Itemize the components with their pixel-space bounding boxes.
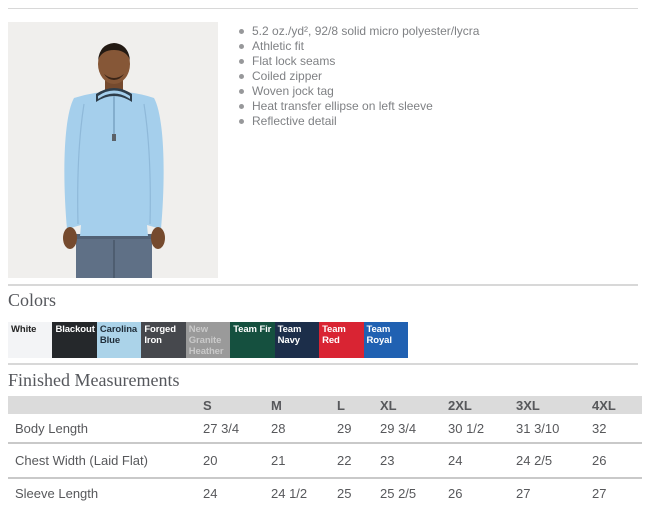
color-swatch-white[interactable]: White (8, 322, 53, 358)
hair-shape (98, 43, 130, 60)
feature-list: 5.2 oz./yd², 92/8 solid micro polyester/… (238, 24, 628, 129)
size-column-header-4xl: 4XL (592, 396, 642, 414)
measurements-table: S M L XL 2XL 3XL 4XL Body Length 27 3/4 28 29 29 3… (8, 396, 642, 508)
top-divider (8, 8, 638, 9)
measurement-value: 24 1/2 (271, 486, 308, 501)
measurement-row-label: Sleeve Length (15, 486, 99, 501)
feature-item: Athletic fit (238, 39, 628, 54)
measurement-value: 24 (203, 486, 218, 501)
model-illustration (8, 22, 218, 278)
collar-shape (96, 88, 132, 102)
head-shape (98, 44, 130, 84)
size-column-header-2xl: 2XL (448, 396, 516, 414)
measurement-value: 27 3/4 (203, 420, 240, 436)
measurement-value: 24 (448, 453, 463, 468)
measurements-corner-cell (8, 396, 203, 414)
feature-item: Heat transfer ellipse on left sleeve (238, 99, 628, 114)
measurement-value: 30 1/2 (448, 420, 485, 436)
measurements-divider (8, 363, 638, 365)
measurement-value: 29 3/4 (380, 420, 417, 436)
hand-left (63, 227, 77, 249)
quarter-zip-shape (64, 91, 164, 236)
size-column-header-s: S (203, 396, 271, 414)
feature-item: Flat lock seams (238, 54, 628, 69)
measurement-value: 26 (592, 453, 607, 468)
color-swatch-forged-iron[interactable]: Forged Iron (141, 322, 186, 358)
hand-right (151, 227, 165, 249)
color-swatch-team-red[interactable]: Team Red (319, 322, 364, 358)
measurement-value: 24 2/5 (516, 453, 553, 468)
feature-item: Coiled zipper (238, 69, 628, 84)
measurement-value: 23 (380, 453, 395, 468)
product-photo (8, 22, 218, 278)
feature-item: Woven jock tag (238, 84, 628, 99)
color-swatch-team-navy[interactable]: Team Navy (274, 322, 320, 358)
measurement-row-label: Chest Width (Laid Flat) (15, 453, 148, 468)
measurement-value: 27 (592, 486, 607, 501)
measurement-value: 20 (203, 453, 218, 468)
size-column-header-m: M (271, 396, 337, 414)
color-swatch-blackout[interactable]: Blackout (52, 322, 97, 358)
measurement-value: 28 (271, 420, 286, 436)
measurements-table-body: Body Length 27 3/4 28 29 29 3/4 30 1/2 31 3/10… (8, 414, 642, 508)
size-column-header-xl: XL (380, 396, 448, 414)
measurement-row: Sleeve Length 24 24 1/2 25 25 2/5 26 27 27 (8, 478, 642, 508)
colors-heading: Colors (8, 290, 57, 310)
measurement-value: 27 (516, 486, 531, 501)
size-column-header-3xl: 3XL (516, 396, 592, 414)
measurement-value: 26 (448, 486, 463, 501)
zipper-pull (112, 134, 116, 141)
color-swatch-list: White Blackout Carolina Blue Forged Iron New… (8, 322, 408, 358)
measurement-value: 21 (271, 453, 286, 468)
measurement-value: 22 (337, 453, 352, 468)
measurement-value: 25 (337, 486, 352, 501)
size-column-header-l: L (337, 396, 380, 414)
measurements-heading: Finished Measurements (8, 370, 180, 390)
measurement-row-label: Body Length (15, 420, 89, 436)
color-swatch-team-royal[interactable]: Team Royal (363, 322, 408, 358)
color-swatch-carolina-blue[interactable]: Carolina Blue (96, 322, 142, 358)
feature-item: 5.2 oz./yd², 92/8 solid micro polyester/… (238, 24, 628, 39)
size-header-row: S M L XL 2XL 3XL 4XL (8, 396, 642, 414)
feature-item: Reflective detail (238, 114, 628, 129)
measurement-row: Chest Width (Laid Flat) 20 21 22 23 24 24 2/5 2… (8, 443, 642, 478)
color-swatch-team-fir[interactable]: Team Fir (230, 322, 275, 358)
measurements-table-header: S M L XL 2XL 3XL 4XL (8, 396, 642, 414)
measurement-value: 25 2/5 (380, 486, 417, 501)
color-swatch-new-granite-heather[interactable]: New Granite Heather (185, 322, 231, 358)
measurement-row: Body Length 27 3/4 28 29 29 3/4 30 1/2 31 3/10… (8, 414, 642, 443)
colors-divider (8, 284, 638, 286)
measurement-value: 32 (592, 420, 607, 436)
measurement-value: 29 (337, 420, 352, 436)
measurement-value: 31 3/10 (516, 420, 560, 436)
